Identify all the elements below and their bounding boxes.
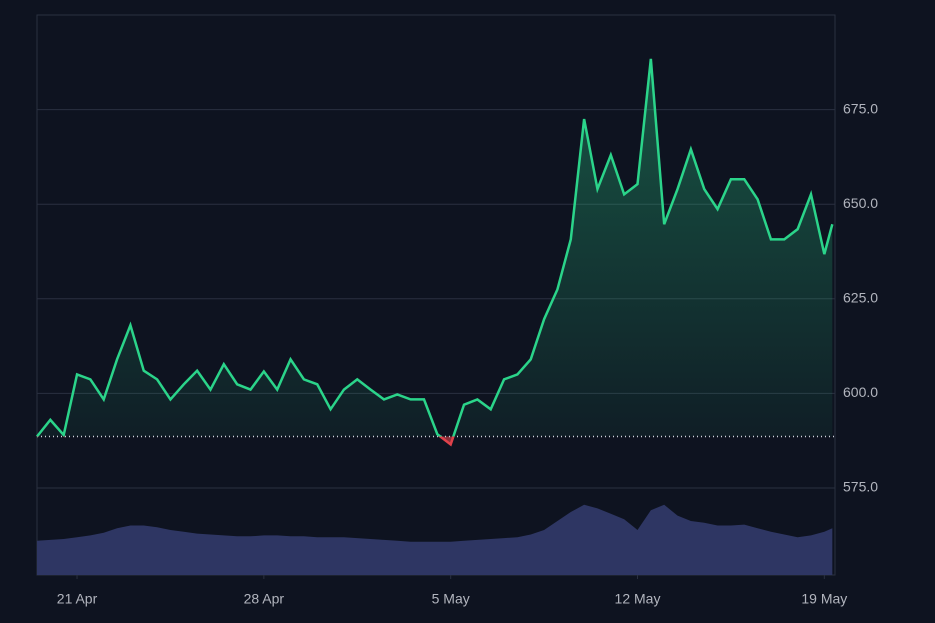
x-tick-label: 19 May: [801, 591, 847, 607]
y-tick-label: 600.0: [843, 384, 878, 400]
x-tick-label: 5 May: [432, 591, 470, 607]
y-tick-label: 650.0: [843, 195, 878, 211]
x-tick-label: 12 May: [615, 591, 661, 607]
price-area: [37, 58, 833, 437]
x-tick-label: 28 Apr: [244, 591, 285, 607]
x-tick-label: 21 Apr: [57, 591, 98, 607]
y-tick-label: 625.0: [843, 289, 878, 305]
price-line: [36, 58, 834, 437]
volume-area: [37, 504, 833, 575]
y-tick-label: 675.0: [843, 100, 878, 116]
y-tick-label: 575.0: [843, 479, 878, 495]
